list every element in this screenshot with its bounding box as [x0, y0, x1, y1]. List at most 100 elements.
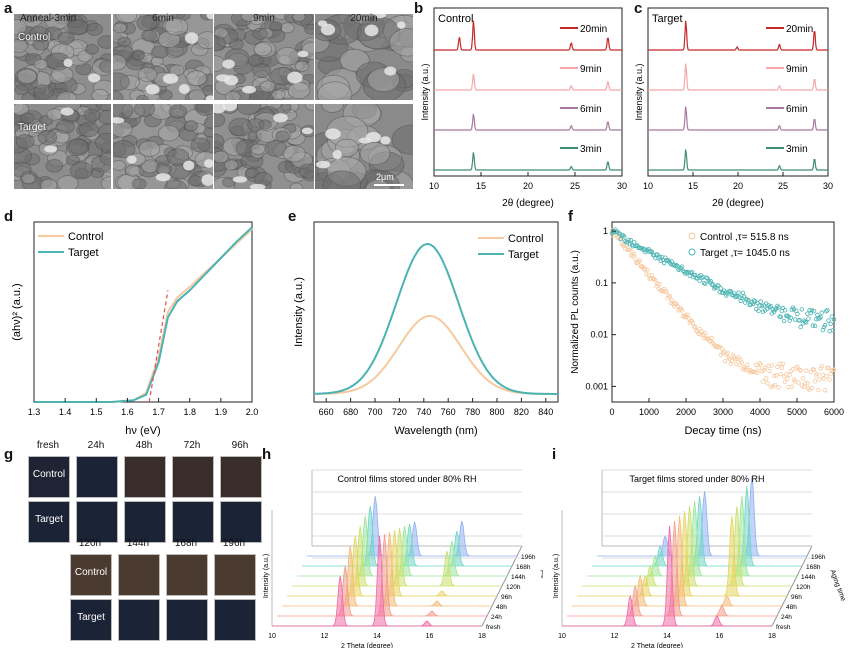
z-tick-label: 24h	[781, 614, 792, 621]
trpl-point	[697, 326, 702, 332]
film-time-label: 72h	[183, 440, 201, 451]
sem-grain	[135, 94, 149, 100]
sem-bright-particle	[155, 173, 171, 182]
sem-grain	[190, 137, 211, 153]
trpl-point	[679, 308, 685, 313]
trpl-point	[756, 308, 761, 314]
trpl-point	[738, 358, 743, 363]
trpl-point	[819, 310, 824, 315]
xrd-series-line	[648, 20, 828, 51]
sem-grain	[130, 50, 145, 61]
trpl-point	[653, 278, 658, 283]
trpl-point	[751, 298, 757, 303]
sem-grain	[46, 108, 63, 121]
x-tick-label: 18	[768, 633, 776, 640]
sem-grain	[141, 29, 157, 42]
trpl-point	[780, 305, 786, 311]
sem-grain	[158, 89, 173, 100]
sem-bright-particle	[374, 14, 387, 19]
x-tick-label: 840	[538, 407, 553, 417]
legend-label: 3min	[786, 144, 808, 155]
x-tick-label: 780	[465, 407, 480, 417]
trpl-point	[620, 233, 626, 238]
sem-texture	[315, 104, 413, 189]
sem-grain	[100, 176, 111, 189]
trpl-point	[782, 379, 788, 385]
legend-label: 9min	[786, 64, 808, 75]
panel-g-label: g	[4, 446, 14, 463]
sem-bright-particle	[332, 149, 342, 160]
x-tick-label: 5000	[787, 407, 807, 417]
film-photo	[76, 501, 118, 543]
sem-grain	[304, 23, 314, 35]
sem-grain	[20, 112, 35, 124]
sem-texture	[214, 14, 314, 100]
x-tick-label: 1.7	[152, 407, 165, 417]
xrd-target-chart: Target 20min 9min 6min 3min 10 15 20 25 30 2θ (deg…	[634, 7, 833, 208]
sem-grain	[14, 38, 29, 53]
sem-texture	[315, 14, 413, 100]
sem-grain	[136, 15, 158, 32]
trpl-point	[765, 381, 770, 386]
film-time-label: 48h	[135, 440, 153, 451]
tauc-series-line	[34, 228, 253, 403]
sem-grain	[84, 44, 99, 55]
sem-column-header: 9min	[253, 13, 275, 24]
sem-grain	[37, 129, 58, 145]
sem-grain	[214, 112, 226, 128]
z-tick-label: 196h	[811, 554, 826, 561]
trpl-point	[774, 373, 779, 378]
sem-grain	[21, 173, 36, 185]
trpl-point	[774, 306, 779, 311]
film-row-label: Control	[32, 469, 66, 480]
trpl-point	[812, 379, 818, 384]
trpl-point	[797, 317, 802, 323]
ridge-series	[302, 505, 512, 567]
sem-bright-particle	[325, 128, 341, 140]
x-tick-label: 1.3	[28, 407, 41, 417]
film-row-label: Target	[35, 514, 63, 525]
sem-grain	[113, 140, 136, 159]
trpl-point	[785, 376, 790, 382]
trpl-point	[818, 314, 823, 320]
sem-grain	[275, 47, 300, 66]
x-tick-label: 2.0	[246, 407, 259, 417]
film-photo	[124, 501, 166, 543]
x-tick-label: 25	[570, 181, 580, 191]
x-tick-label: 680	[343, 407, 358, 417]
trpl-decay-chart: Control ,τ= 515.8 ns Target ,τ= 1045.0 ns…	[570, 221, 844, 437]
panel-c-label: c	[634, 0, 643, 17]
sem-grain	[294, 60, 310, 72]
trpl-point	[767, 305, 772, 310]
ridge-series	[587, 495, 797, 577]
sem-grain	[214, 35, 226, 52]
trpl-point	[798, 368, 803, 373]
sem-grain	[322, 170, 362, 189]
ridge-series	[592, 485, 802, 567]
sem-image	[214, 14, 314, 100]
x-tick-label: 25	[778, 181, 788, 191]
sem-row-label: Target	[18, 122, 46, 133]
sem-grain	[69, 161, 94, 180]
sem-grain	[186, 70, 208, 87]
sem-grain	[275, 130, 290, 142]
legend-label: 3min	[580, 144, 602, 155]
sem-grain	[23, 14, 38, 23]
z-tick-label: 144h	[511, 574, 526, 581]
trpl-point	[731, 354, 737, 360]
sem-grain	[33, 84, 54, 100]
sem-grain	[17, 68, 37, 84]
sem-grain	[78, 121, 99, 138]
z-tick-label: 196h	[521, 554, 536, 561]
trpl-point	[821, 376, 827, 382]
legend-label: Target	[68, 247, 99, 259]
sem-grain	[259, 80, 276, 93]
trpl-point	[745, 363, 750, 368]
sem-grain	[236, 104, 262, 116]
y-axis-label: Intensity (a.u.)	[420, 63, 430, 120]
x-tick-label: 0	[609, 407, 614, 417]
sem-grain	[214, 150, 229, 164]
sem-bright-particle	[365, 131, 381, 143]
ridge-series	[577, 510, 787, 597]
sem-grain	[304, 104, 314, 111]
